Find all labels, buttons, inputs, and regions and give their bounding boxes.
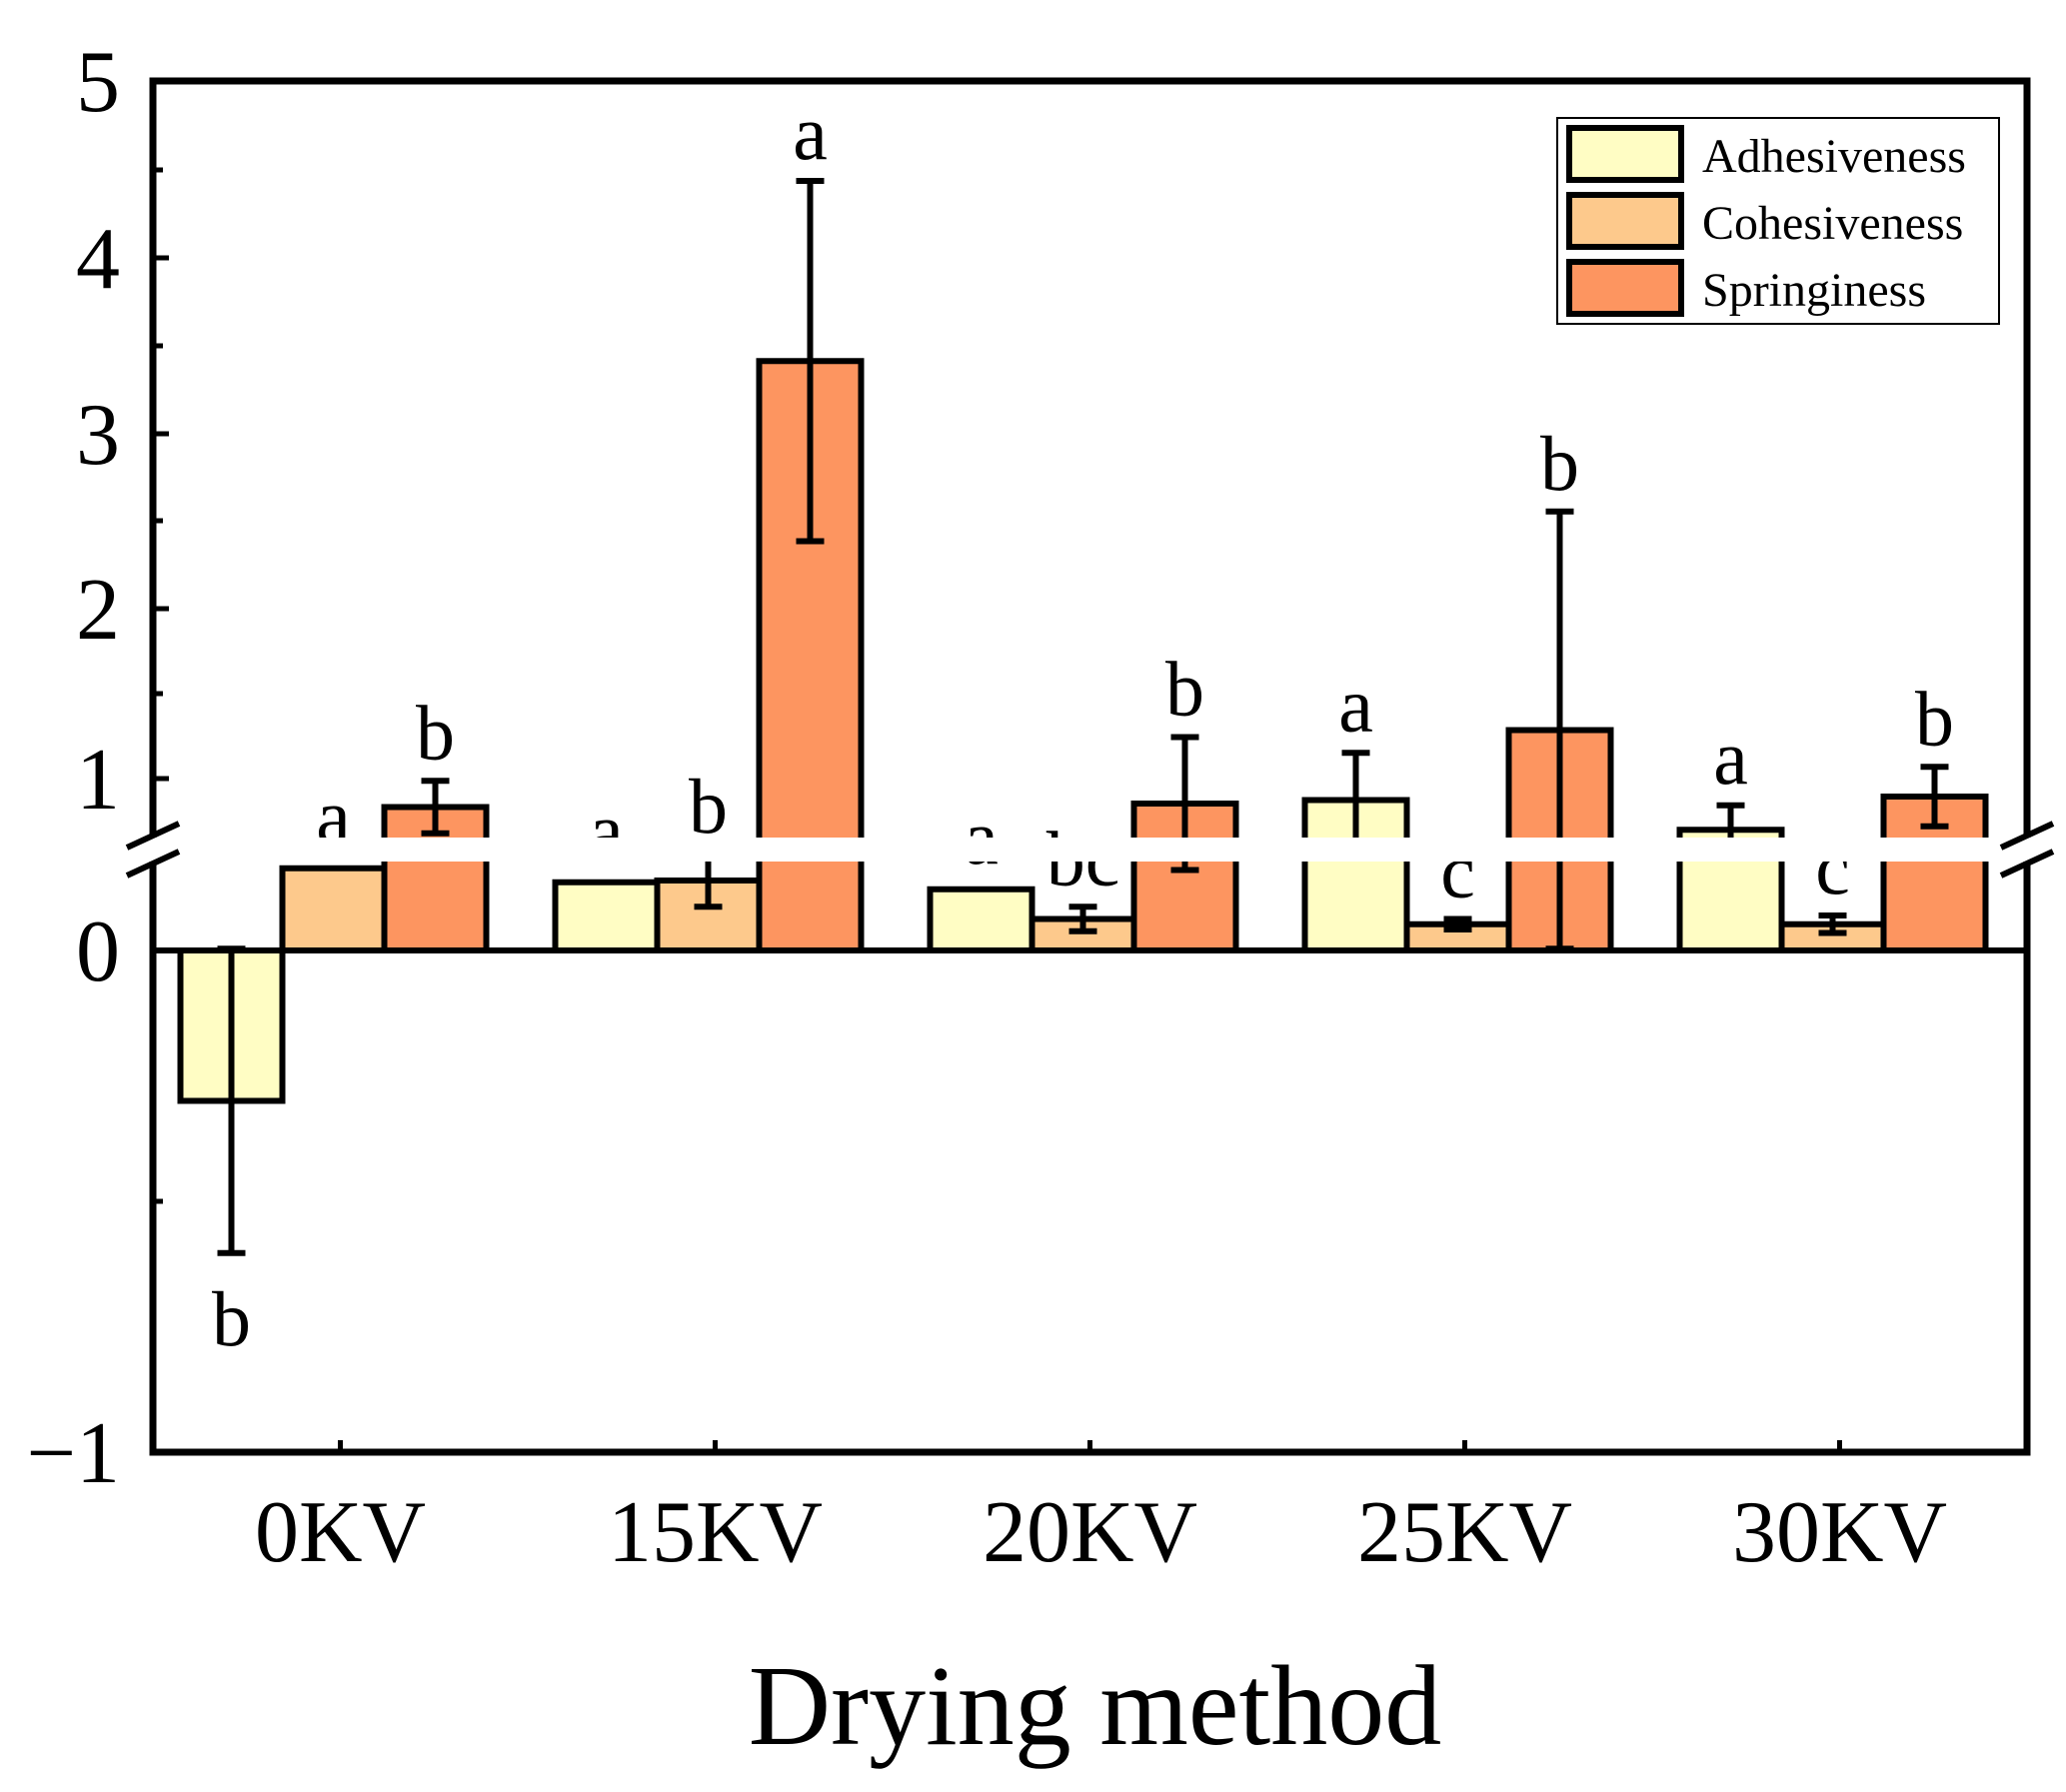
y-tick-label: 0 (76, 903, 120, 1000)
bar-adhesiveness-20kv (927, 886, 1035, 953)
legend-swatch-cohesiveness (1566, 192, 1684, 250)
plot-error-bars (217, 178, 1949, 1256)
legend-label-cohesiveness: Cohesiveness (1702, 197, 1963, 250)
significance-letter-adhesiveness-20kv: a (964, 794, 999, 881)
x-tick-label-0kv: 0KV (255, 1484, 426, 1581)
x-tick-label-15kv: 15KV (608, 1484, 823, 1581)
axis-break-slash-right (1999, 849, 2055, 879)
x-axis-label: Drying method (749, 1642, 1441, 1769)
bar-adhesiveness-15kv (552, 879, 661, 953)
x-tick-label-30kv: 30KV (1732, 1484, 1947, 1581)
axis-break-slash-left (125, 821, 181, 851)
significance-letter-adhesiveness-30kv: a (1713, 714, 1748, 801)
significance-letter-cohesiveness-30kv: c (1815, 824, 1850, 910)
axis-break-gap (147, 838, 2033, 862)
y-tick-label: 2 (76, 562, 120, 659)
significance-letter-springiness-15kv: a (793, 89, 828, 176)
x-tick-label-20kv: 20KV (983, 1484, 1197, 1581)
axis-break-slash-left (125, 849, 181, 879)
x-tick-label-25kv: 25KV (1357, 1484, 1572, 1581)
significance-letter-adhesiveness-0kv: b (212, 1275, 251, 1362)
legend: Adhesiveness Cohesiveness Springiness (1556, 117, 2000, 325)
legend-swatch-springiness (1566, 259, 1684, 317)
significance-letter-springiness-25kv: b (1540, 420, 1579, 507)
y-axis-ticks: −1 0 1 2 3 4 5 (26, 34, 169, 1502)
y-tick-label: 5 (76, 34, 120, 131)
legend-label-springiness: Springiness (1702, 264, 1926, 317)
bar-cohesiveness-0kv (279, 865, 388, 953)
y-tick-label: 3 (76, 387, 120, 484)
y-tick-label: −1 (26, 1405, 120, 1502)
significance-letter-cohesiveness-15kv: b (689, 763, 728, 850)
y-tick-label: 1 (76, 732, 120, 829)
x-axis-ticks: 0KV 15KV 20KV 25KV 30KV (255, 1440, 1947, 1581)
significance-letter-adhesiveness-25kv: a (1338, 661, 1373, 748)
significance-letter-springiness-0kv: b (416, 689, 455, 776)
y-tick-label: 4 (76, 211, 120, 308)
legend-label-adhesiveness: Adhesiveness (1702, 130, 1966, 183)
legend-swatch-adhesiveness (1566, 125, 1684, 183)
significance-letter-springiness-20kv: b (1165, 646, 1204, 733)
significance-letter-springiness-30kv: b (1915, 675, 1954, 762)
axis-break (125, 821, 2055, 879)
axis-break-slash-right (1999, 821, 2055, 851)
